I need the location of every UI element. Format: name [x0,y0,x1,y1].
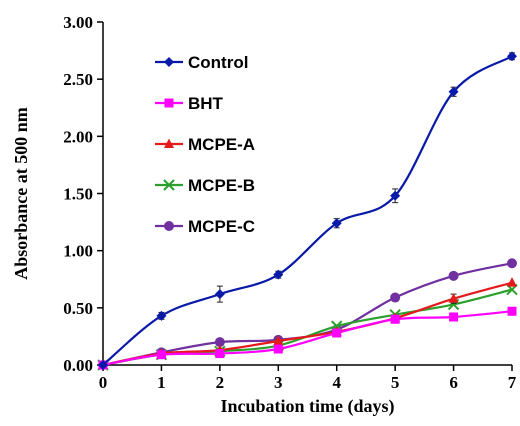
y-tick-label: 3.00 [63,13,93,32]
y-tick-label: 0.00 [63,356,93,375]
y-tick-label: 0.50 [63,299,93,318]
data-point [98,360,108,370]
x-tick-label: 7 [508,373,517,392]
data-point [507,277,517,287]
series-control [98,51,517,370]
data-point [507,51,517,62]
y-tick-label: 1.00 [63,242,93,261]
legend-marker [164,57,174,67]
data-point [156,350,166,360]
y-axis-label: Absorbance at 500 nm [11,107,31,280]
data-point [215,349,225,359]
legend-label: BHT [188,94,224,113]
y-tick-label: 2.50 [63,70,93,89]
x-tick-label: 5 [391,373,400,392]
series-line-bht [102,310,513,367]
x-tick-label: 1 [157,373,166,392]
data-point [214,337,225,348]
x-axis-label: Incubation time (days) [220,396,394,417]
legend-marker [164,98,174,108]
legend-item-mcpe-a: MCPE-A [155,135,255,154]
data-point [390,190,401,201]
legend-item-mcpe-c: MCPE-C [155,217,255,236]
data-point [214,289,225,300]
x-tick-label: 2 [216,373,225,392]
data-point [273,335,284,345]
x-tick-label: 4 [332,373,341,392]
data-point [390,292,401,303]
data-point [448,86,459,97]
data-point [449,312,459,322]
y-tick-label: 2.00 [63,127,93,146]
data-point [448,293,459,303]
data-point [331,218,342,229]
legend-label: MCPE-C [188,217,255,236]
data-point [448,270,459,281]
data-point [273,269,284,280]
data-point [156,310,167,321]
legend-label: MCPE-B [188,176,255,195]
legend-item-bht: BHT [155,94,224,113]
series-line-mcpe-a [102,281,513,367]
legend-label: Control [188,53,248,72]
data-point [507,258,517,269]
legend-marker [164,138,174,148]
data-point [332,328,342,338]
y-tick-label: 1.50 [63,185,93,204]
x-ticks: 0 1 2 3 4 5 6 7 [99,365,517,392]
series-layer [97,51,518,371]
data-point [390,314,400,324]
legend-item-control: Control [155,53,248,72]
legend-item-mcpe-b: MCPE-B [155,176,255,195]
x-tick-label: 0 [99,373,108,392]
series-line-control [102,55,513,366]
legend-marker [163,179,175,191]
legend: Control BHT MCPE-A MCPE-B MCPE-C [155,53,255,236]
legend-label: MCPE-A [188,135,255,154]
legend-marker [164,221,174,231]
data-point [507,306,517,316]
x-tick-label: 6 [449,373,458,392]
y-ticks: 0.00 0.50 1.00 1.50 2.00 2.50 3.00 [63,13,103,375]
x-tick-label: 3 [274,373,283,392]
data-point [273,344,283,354]
marker-stroke [163,179,175,191]
